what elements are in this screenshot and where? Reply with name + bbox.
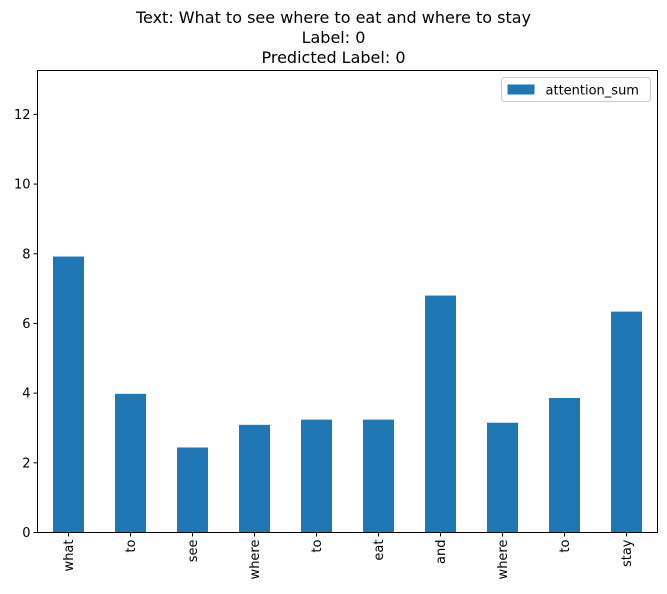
bar-5 xyxy=(363,419,394,533)
bar-3 xyxy=(239,424,270,533)
x-tick-label-2: see xyxy=(186,540,201,563)
legend: attention_sum xyxy=(501,77,651,102)
x-tick-label-4: to xyxy=(310,539,325,552)
x-tick-label-7: where xyxy=(496,540,511,580)
y-tick-label-2: 4 xyxy=(22,387,30,402)
y-tick-label-1: 2 xyxy=(22,456,30,471)
bar-9 xyxy=(611,311,642,533)
x-tick-label-3: where xyxy=(248,540,263,580)
x-tick-label-8: to xyxy=(558,539,573,552)
chart-title: Text: What to see where to eat and where… xyxy=(0,8,667,68)
x-tick-label-9: stay xyxy=(620,539,635,567)
bar-4 xyxy=(301,419,332,533)
y-axis: 0 2 4 6 8 10 12 xyxy=(14,108,38,541)
legend-box xyxy=(501,77,651,102)
x-tick-label-5: eat xyxy=(372,540,387,561)
bar-8 xyxy=(549,398,580,533)
y-tick-label-4: 8 xyxy=(22,247,30,262)
legend-label: attention_sum xyxy=(546,84,639,99)
y-tick-label-0: 0 xyxy=(22,526,30,541)
y-tick-label-6: 12 xyxy=(14,108,31,123)
bars-layer xyxy=(53,256,642,533)
x-tick-label-6: and xyxy=(434,540,449,564)
title-line-predicted-label: Predicted Label: 0 xyxy=(261,48,406,67)
legend-swatch xyxy=(507,84,535,95)
x-axis: what to see where to eat and where to stay xyxy=(62,532,635,580)
title-line-text: Text: What to see where to eat and where… xyxy=(135,8,532,27)
y-tick-label-3: 6 xyxy=(22,317,30,332)
bar-0 xyxy=(53,256,84,533)
bar-7 xyxy=(487,422,518,533)
x-tick-label-0: what xyxy=(62,540,77,572)
bar-6 xyxy=(425,295,456,533)
x-tick-label-1: to xyxy=(124,539,139,552)
title-line-label: Label: 0 xyxy=(301,28,366,47)
bar-1 xyxy=(115,393,146,533)
y-tick-label-5: 10 xyxy=(14,178,31,193)
bar-2 xyxy=(177,447,208,533)
plot-frame xyxy=(37,70,658,533)
